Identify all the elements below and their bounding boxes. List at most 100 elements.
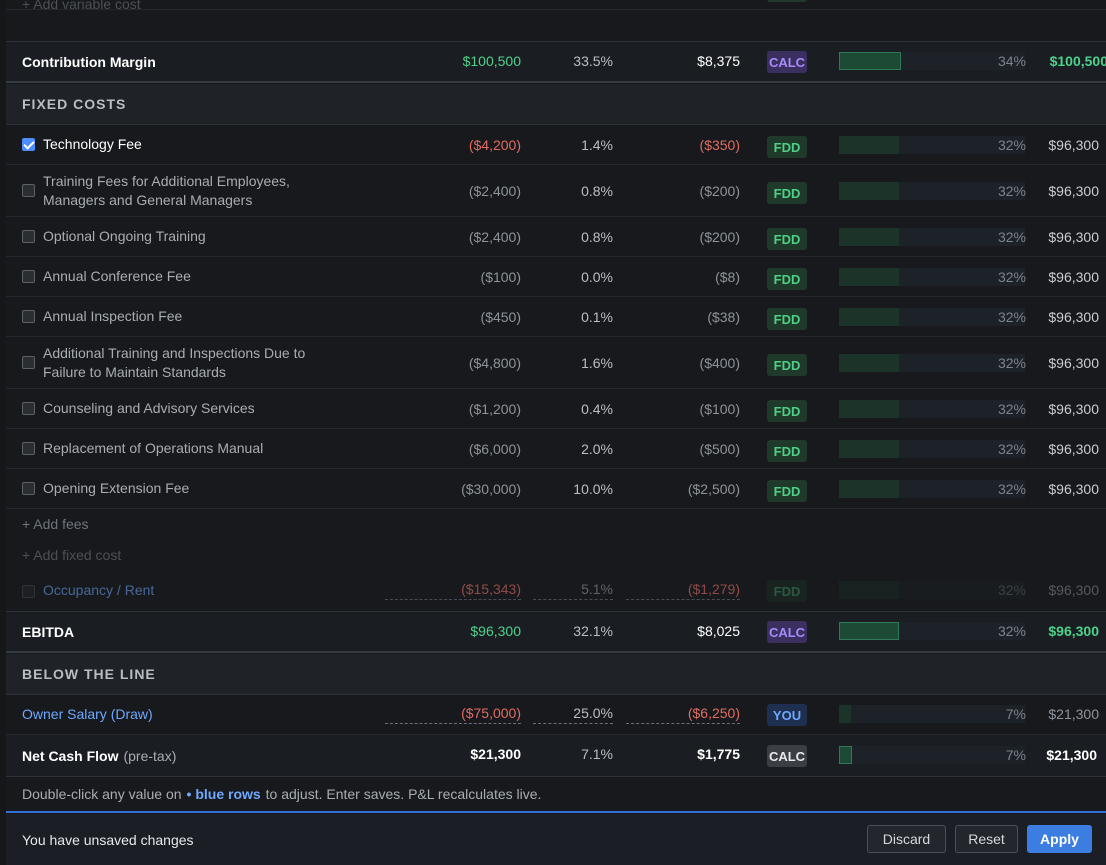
row-pct[interactable]: 25.0% [533,705,613,724]
row-amount[interactable]: ($75,000) [385,705,521,724]
row-checkbox[interactable] [22,230,35,243]
row-checkbox[interactable] [22,184,35,197]
row-pct: 1.4% [581,137,613,153]
fixed-cost-row[interactable]: Replacement of Operations Manual ($6,000… [6,429,1106,469]
calc-badge: CALC [767,621,807,643]
hint-bar: Double-click any value on • blue rows to… [6,777,1106,813]
row-amount: ($100) [480,269,521,285]
row-pct: 10.0% [573,481,613,497]
cumulative-value: $96,300 [1048,481,1099,497]
fixed-cost-row[interactable]: Training Fees for Additional Employees, M… [6,165,1106,217]
row-checkbox[interactable] [22,402,35,415]
row-label: Annual Conference Fee [43,268,191,284]
margin-bar [839,52,1025,70]
ebitda-row: EBITDA $96,300 32.1% $8,025 CALC 32% $96… [6,611,1106,653]
margin-bar [839,440,1025,458]
margin-bar [839,268,1025,286]
fdd-badge: FDD [767,440,807,462]
row-pct: 0.8% [581,183,613,199]
fixed-cost-row[interactable]: Opening Extension Fee ($30,000) 10.0% ($… [6,469,1106,509]
fdd-badge: FDD [767,268,807,290]
row-label[interactable]: Owner Salary (Draw) [22,706,153,722]
margin-bar [839,480,1025,498]
margin-bar [839,705,1025,723]
row-checkbox[interactable] [22,356,35,369]
fixed-cost-row[interactable]: Annual Conference Fee ($100) 0.0% ($8) F… [6,257,1106,297]
row-pct: 33.5% [573,53,613,69]
row-amount: ($4,800) [468,355,521,371]
add-fixed-cost-row: + Add fixed cost [6,540,1106,570]
fixed-cost-row[interactable]: Technology Fee ($4,200) 1.4% ($350) FDD … [6,125,1106,165]
reset-button[interactable]: Reset [955,825,1018,853]
row-amount: ($450) [480,309,521,325]
fixed-cost-row[interactable]: Counseling and Advisory Services ($1,200… [6,389,1106,429]
row-monthly: $8,025 [697,623,740,639]
row-checkbox[interactable] [22,138,35,151]
row-amount[interactable]: ($15,343) [385,581,521,600]
row-label: Training Fees for Additional Employees, [43,172,290,189]
row-checkbox[interactable] [22,270,35,283]
fdd-badge: FDD [767,182,807,204]
row-amount: ($6,000) [468,441,521,457]
margin-bar [839,746,1025,764]
row-pct[interactable]: 5.1% [533,581,613,600]
cumulative-value: $96,300 [1048,355,1099,371]
fdd-badge: FDD [767,228,807,250]
row-pct: 0.8% [581,229,613,245]
bar-pct: 32% [997,481,1026,497]
fixed-costs-header: FIXED COSTS [6,84,1106,125]
row-pct: 0.1% [581,309,613,325]
bar-pct: 34% [997,53,1026,69]
row-amount: ($2,400) [468,183,521,199]
hint-suffix: to adjust. Enter saves. P&L recalculates… [265,786,542,802]
occupancy-checkbox[interactable] [22,584,35,598]
row-label: Technology Fee [43,136,142,152]
fixed-cost-row[interactable]: Additional Training and Inspections Due … [6,337,1106,389]
row-checkbox[interactable] [22,310,35,323]
bar-pct: 7% [1005,747,1026,763]
hint-prefix: Double-click any value on [22,786,182,802]
row-monthly[interactable]: ($6,250) [626,705,740,724]
row-amount: $96,300 [470,623,521,639]
fdd-badge: FDD [767,580,807,602]
margin-bar [839,354,1025,372]
row-amount: ($1,200) [468,401,521,417]
row-label-suffix: (pre-tax) [123,747,177,764]
occupancy-row[interactable]: Occupancy / Rent ($15,343) 5.1% ($1,279)… [6,571,1106,611]
row-checkbox[interactable] [22,482,35,495]
owner-salary-row[interactable]: Owner Salary (Draw) ($75,000) 25.0% ($6,… [6,695,1106,735]
row-amount: $21,300 [470,746,521,762]
add-fees-link[interactable]: + Add fees [22,516,89,532]
row-label[interactable]: Occupancy / Rent [43,582,155,598]
margin-bar [839,622,1025,640]
row-label: Contribution Margin [22,53,156,70]
discard-button[interactable]: Discard [867,825,946,853]
calc-badge: CALC [767,745,807,767]
bar-pct: 32% [997,137,1026,153]
row-amount: $100,500 [462,53,521,69]
badge-partial [767,0,807,2]
row-checkbox[interactable] [22,442,35,455]
row-label: Annual Inspection Fee [43,308,183,324]
fixed-cost-row[interactable]: Optional Ongoing Training ($2,400) 0.8% … [6,217,1106,257]
row-label: Replacement of Operations Manual [43,440,264,456]
section-title: BELOW THE LINE [22,666,156,682]
row-monthly[interactable]: ($1,279) [626,581,740,600]
apply-button[interactable]: Apply [1027,825,1092,853]
add-fixed-cost-link[interactable]: + Add fixed cost [22,547,122,563]
unsaved-changes-bar: You have unsaved changes Discard Reset A… [6,814,1106,865]
below-the-line-header: BELOW THE LINE [6,654,1106,695]
bar-pct: 32% [997,183,1026,199]
row-monthly: ($100) [699,401,740,417]
bar-pct: 32% [997,623,1026,639]
add-variable-cost-link[interactable]: + Add variable cost [22,0,141,12]
cumulative-value: $21,300 [1048,706,1099,722]
section-title: FIXED COSTS [22,96,127,112]
fixed-cost-row[interactable]: Annual Inspection Fee ($450) 0.1% ($38) … [6,297,1106,337]
add-fees-row: + Add fees [6,509,1106,539]
row-label: Additional Training and Inspections Due … [43,344,306,361]
bar-pct: 32% [997,229,1026,245]
bar-pct: 32% [997,401,1026,417]
row-label: EBITDA [22,623,75,640]
fdd-badge: FDD [767,354,807,376]
